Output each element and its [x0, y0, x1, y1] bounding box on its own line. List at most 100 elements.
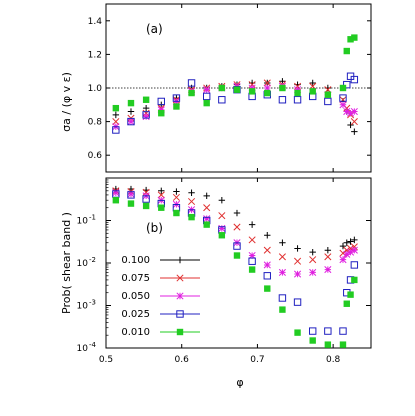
panel-b: 10-110-210-310-4 0.5 0.6 0.7 0.8 0.1000.075…	[60, 177, 372, 389]
data-point	[309, 256, 317, 264]
data-point	[350, 118, 358, 126]
data-point	[112, 189, 120, 197]
data-point	[127, 118, 135, 126]
x-axis-label: φ	[236, 376, 243, 389]
data-point	[127, 99, 135, 107]
legend-label: 0.010	[121, 327, 150, 338]
data-point	[339, 256, 347, 264]
panel-b-legend: 0.100 0.075 0.050 0.025 0.010	[121, 255, 200, 338]
data-point	[309, 327, 317, 335]
data-point	[294, 86, 302, 94]
y-tick-exponent: -2	[89, 256, 96, 264]
data-point	[339, 84, 347, 92]
data-point	[142, 202, 150, 210]
data-point	[203, 192, 210, 200]
legend-entry: 0.010	[121, 327, 200, 338]
data-point	[203, 221, 210, 228]
data-point	[188, 213, 195, 221]
data-point	[339, 242, 347, 250]
data-point	[233, 252, 241, 259]
data-point	[263, 261, 271, 269]
y-tick-label: 10	[77, 344, 89, 354]
data-point	[233, 86, 241, 93]
data-point	[203, 215, 211, 223]
data-point	[203, 92, 211, 101]
data-point	[248, 251, 256, 260]
legend-label: 0.050	[121, 291, 150, 302]
data-point	[173, 188, 180, 195]
data-point	[188, 197, 196, 206]
x-tick-label: 0.6	[175, 355, 190, 365]
data-point	[142, 113, 150, 121]
data-point	[278, 253, 286, 261]
data-point	[343, 300, 350, 307]
data-point	[127, 108, 135, 115]
data-point	[279, 84, 286, 92]
data-point	[294, 329, 301, 336]
data-point	[324, 341, 332, 348]
data-point	[343, 47, 350, 55]
data-point	[278, 96, 287, 104]
data-point	[158, 187, 165, 194]
data-point	[158, 110, 165, 117]
data-point	[248, 84, 256, 92]
data-point	[351, 276, 358, 284]
data-point	[203, 99, 210, 107]
data-point	[127, 190, 135, 198]
x-tick-label: 0.8	[326, 355, 341, 365]
data-point	[294, 245, 301, 252]
legend-marker	[176, 310, 184, 318]
data-point	[263, 84, 271, 92]
x-tick-label: 0.7	[250, 355, 264, 365]
data-point	[158, 204, 165, 211]
data-point	[233, 242, 241, 250]
data-point	[350, 107, 358, 116]
data-point	[339, 341, 347, 348]
series-0.100	[112, 185, 358, 256]
legend-entry: 0.025	[121, 309, 200, 320]
data-point	[279, 239, 286, 246]
legend-label: 0.025	[121, 309, 150, 320]
data-point	[248, 81, 256, 89]
data-point	[347, 238, 354, 245]
y-tick-label: 1.2	[88, 50, 102, 60]
data-point	[157, 106, 165, 114]
data-point	[309, 337, 316, 344]
data-point	[157, 97, 165, 106]
panel-a-series	[112, 34, 359, 135]
data-point	[309, 88, 316, 95]
legend-entry: 0.050	[121, 291, 200, 302]
data-point	[324, 266, 332, 274]
data-point	[218, 212, 226, 220]
data-point	[142, 111, 150, 119]
panel-b-y-axis-label: Prob( shear band )	[60, 212, 73, 314]
data-point	[127, 200, 135, 207]
data-point	[218, 197, 226, 204]
data-point	[347, 121, 354, 129]
data-point	[142, 109, 150, 117]
data-point	[188, 189, 195, 196]
data-point	[218, 96, 226, 104]
data-point	[203, 204, 211, 212]
y-tick-label: 0.8	[88, 118, 103, 128]
x-tick-label: 0.5	[99, 355, 113, 365]
data-point	[264, 285, 271, 292]
data-point	[324, 247, 332, 254]
y-tick-exponent: -3	[89, 299, 96, 307]
data-point	[248, 221, 256, 228]
data-point	[309, 268, 317, 276]
data-point	[187, 79, 196, 87]
data-point	[293, 96, 302, 104]
data-point	[351, 34, 358, 41]
panel-a-y-axis-label: σa / (φ v ε)	[60, 72, 73, 132]
legend-entry: 0.075	[121, 273, 200, 284]
data-point	[324, 91, 332, 98]
data-point	[218, 224, 226, 233]
data-point	[343, 80, 351, 89]
data-point	[351, 128, 358, 135]
legend-marker	[176, 292, 184, 300]
y-tick-exponent: -1	[89, 214, 96, 222]
y-tick-label: 10	[77, 302, 89, 312]
data-point	[309, 79, 316, 87]
